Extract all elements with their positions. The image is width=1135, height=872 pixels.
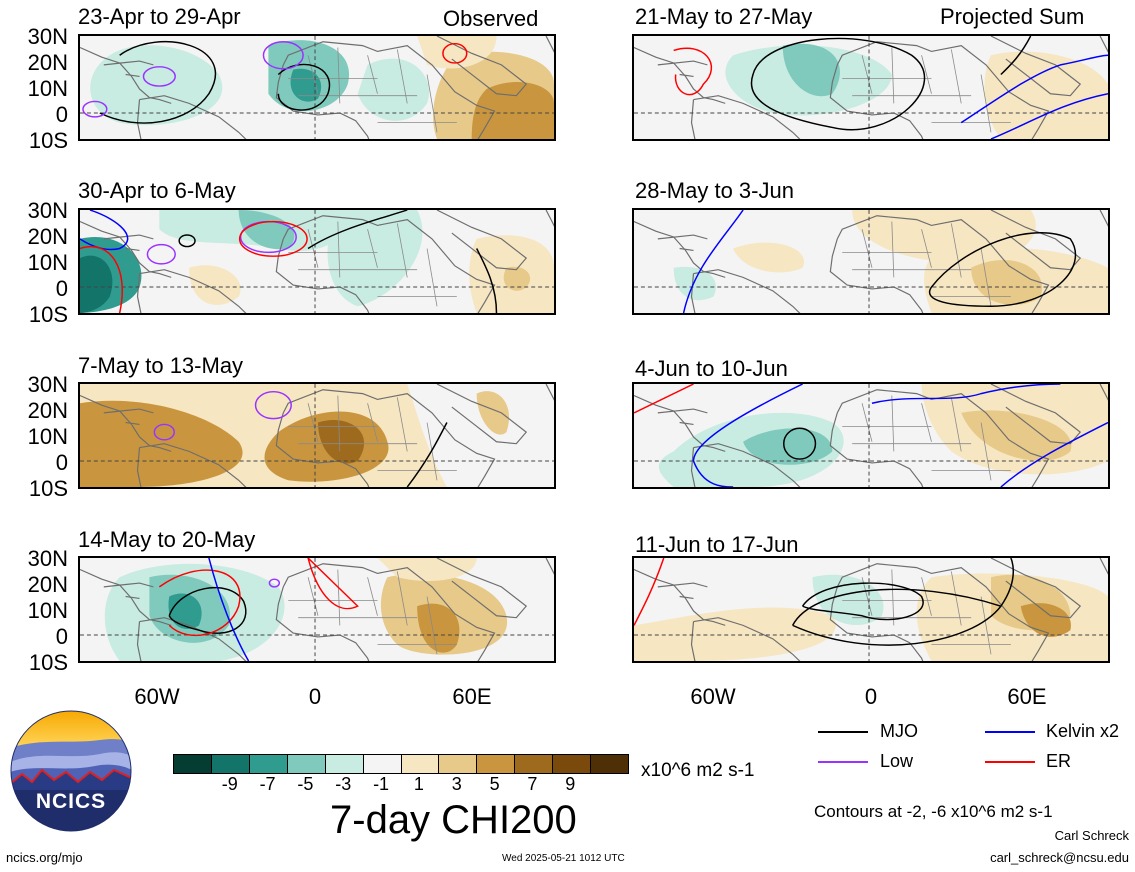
lat-label: 20N (27, 572, 68, 597)
projected-sum-header: Projected Sum (940, 4, 1085, 29)
map-panel-7may-13may (78, 382, 556, 489)
colorbar-segment (324, 755, 363, 773)
colorbar (173, 754, 629, 774)
lat-label: 10S (28, 650, 68, 675)
lat-label: 20N (27, 50, 68, 75)
colorbar-segment (514, 755, 553, 773)
colorbar-segment (248, 755, 287, 773)
map-panel-11jun-17jun (632, 556, 1110, 663)
lat-label: 20N (27, 398, 68, 423)
panel-title: 28-May to 3-Jun (635, 178, 794, 203)
colorbar-segment (552, 755, 591, 773)
map-panel-23apr-29apr (78, 34, 556, 141)
footer-author: Carl Schreck (1054, 828, 1129, 843)
lat-label: 30N (27, 372, 68, 397)
map-panel-14may-20may (78, 556, 556, 663)
colorbar-segment (590, 755, 629, 773)
lat-label: 20N (27, 224, 68, 249)
lon-label: 60W (134, 684, 180, 709)
colorbar-segment (210, 755, 249, 773)
colorbar-segment (174, 755, 211, 773)
legend-low-line (818, 761, 868, 763)
legend-mjo-line (818, 731, 868, 733)
observed-header: Observed (443, 6, 539, 31)
colorbar-units: x10^6 m2 s-1 (641, 760, 755, 781)
lon-label: 60E (452, 684, 492, 709)
footer-url: ncics.org/mjo (6, 850, 83, 865)
colorbar-tick-label: 7 (527, 774, 538, 794)
colorbar-title: 7-day CHI200 (330, 798, 577, 842)
panel-title: 4-Jun to 10-Jun (635, 356, 788, 381)
colorbar-tick-label: 5 (489, 774, 500, 794)
legend-kelvin-label: Kelvin x2 (1046, 721, 1120, 741)
logo-text: NCICS (35, 790, 107, 813)
colorbar-tick-label: -1 (373, 774, 390, 794)
colorbar-tick-label: -7 (259, 774, 276, 794)
lon-label: 60W (690, 684, 736, 709)
lat-label: 10N (27, 598, 68, 623)
colorbar-segment (400, 755, 439, 773)
colorbar-segment (438, 755, 477, 773)
footer-email: carl_schreck@ncsu.edu (990, 850, 1129, 865)
lat-label: 0 (55, 624, 68, 649)
contours-note: Contours at -2, -6 x10^6 m2 s-1 (814, 802, 1053, 821)
panel-title: 14-May to 20-May (78, 527, 256, 552)
legend-er-label: ER (1046, 751, 1072, 771)
panel-title: 21-May to 27-May (635, 4, 813, 29)
legend-kelvin-line (985, 731, 1035, 733)
lat-label: 10N (27, 76, 68, 101)
colorbar-tick-label: 1 (413, 774, 424, 794)
lat-label: 10N (27, 250, 68, 275)
colorbar-segment (476, 755, 515, 773)
colorbar-tick-label: -5 (297, 774, 314, 794)
ncics-logo: NCICS (10, 710, 132, 832)
legend-er-line (985, 761, 1035, 763)
lat-label: 10N (27, 424, 68, 449)
map-panel-30apr-6may (78, 208, 556, 315)
colorbar-tick-label: -9 (221, 774, 238, 794)
panel-title: 30-Apr to 6-May (78, 178, 236, 203)
panel-title: 11-Jun to 17-Jun (635, 532, 799, 557)
legend-low-label: Low (880, 751, 914, 771)
lat-label: 30N (27, 24, 68, 49)
colorbar-tick-label: -3 (335, 774, 352, 794)
legend-mjo-label: MJO (880, 721, 918, 741)
map-panel-28may-3jun (632, 208, 1110, 315)
lat-label: 0 (55, 450, 68, 475)
lat-label: 0 (55, 102, 68, 127)
lat-label: 30N (27, 198, 68, 223)
lat-label: 10S (28, 302, 68, 327)
colorbar-tick-label: 3 (451, 774, 462, 794)
lon-label: 0 (864, 684, 878, 709)
map-panel-21may-27may (632, 34, 1110, 141)
lon-label: 60E (1007, 684, 1047, 709)
panel-title: 23-Apr to 29-Apr (78, 4, 241, 29)
panel-title: 7-May to 13-May (78, 353, 244, 378)
lat-label: 10S (28, 128, 68, 153)
colorbar-segment (286, 755, 325, 773)
colorbar-segment (362, 755, 401, 773)
map-panel-4jun-10jun (632, 382, 1110, 489)
lat-label: 10S (28, 476, 68, 501)
colorbar-tick-label: 9 (565, 774, 576, 794)
lon-label: 0 (308, 684, 322, 709)
lat-label: 0 (55, 276, 68, 301)
lat-label: 30N (27, 546, 68, 571)
footer-timestamp: Wed 2025-05-21 1012 UTC (502, 853, 625, 864)
